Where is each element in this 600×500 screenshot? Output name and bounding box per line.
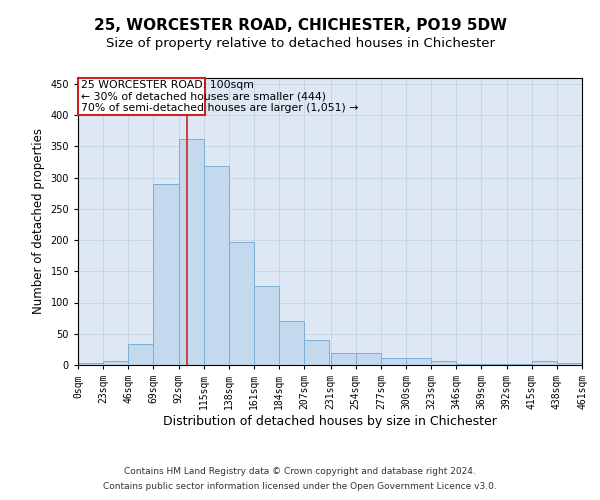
Bar [304, 340, 329, 365]
Text: Size of property relative to detached houses in Chichester: Size of property relative to detached ho… [106, 38, 494, 51]
Bar [406, 358, 431, 365]
Text: Contains HM Land Registry data © Crown copyright and database right 2024.: Contains HM Land Registry data © Crown c… [124, 467, 476, 476]
Bar [506, 364, 532, 365]
Bar [481, 364, 506, 365]
Bar [103, 361, 128, 365]
Bar [204, 166, 229, 365]
Text: 25 WORCESTER ROAD: 100sqm: 25 WORCESTER ROAD: 100sqm [81, 80, 254, 90]
Y-axis label: Number of detached properties: Number of detached properties [32, 128, 45, 314]
Bar [456, 364, 481, 365]
Bar [557, 362, 582, 365]
Bar [128, 344, 154, 365]
Bar [532, 361, 557, 365]
Bar [154, 184, 179, 365]
Text: ← 30% of detached houses are smaller (444): ← 30% of detached houses are smaller (44… [81, 92, 326, 102]
Bar [78, 363, 103, 365]
FancyBboxPatch shape [78, 78, 205, 115]
Bar [279, 320, 304, 365]
Text: Contains public sector information licensed under the Open Government Licence v3: Contains public sector information licen… [103, 482, 497, 491]
Bar [331, 352, 356, 365]
X-axis label: Distribution of detached houses by size in Chichester: Distribution of detached houses by size … [163, 415, 497, 428]
Bar [431, 360, 456, 365]
Text: 70% of semi-detached houses are larger (1,051) →: 70% of semi-detached houses are larger (… [81, 102, 358, 113]
Bar [356, 352, 381, 365]
Bar [254, 286, 279, 365]
Text: 25, WORCESTER ROAD, CHICHESTER, PO19 5DW: 25, WORCESTER ROAD, CHICHESTER, PO19 5DW [94, 18, 506, 32]
Bar [229, 242, 254, 365]
Bar [179, 138, 204, 365]
Bar [381, 358, 406, 365]
